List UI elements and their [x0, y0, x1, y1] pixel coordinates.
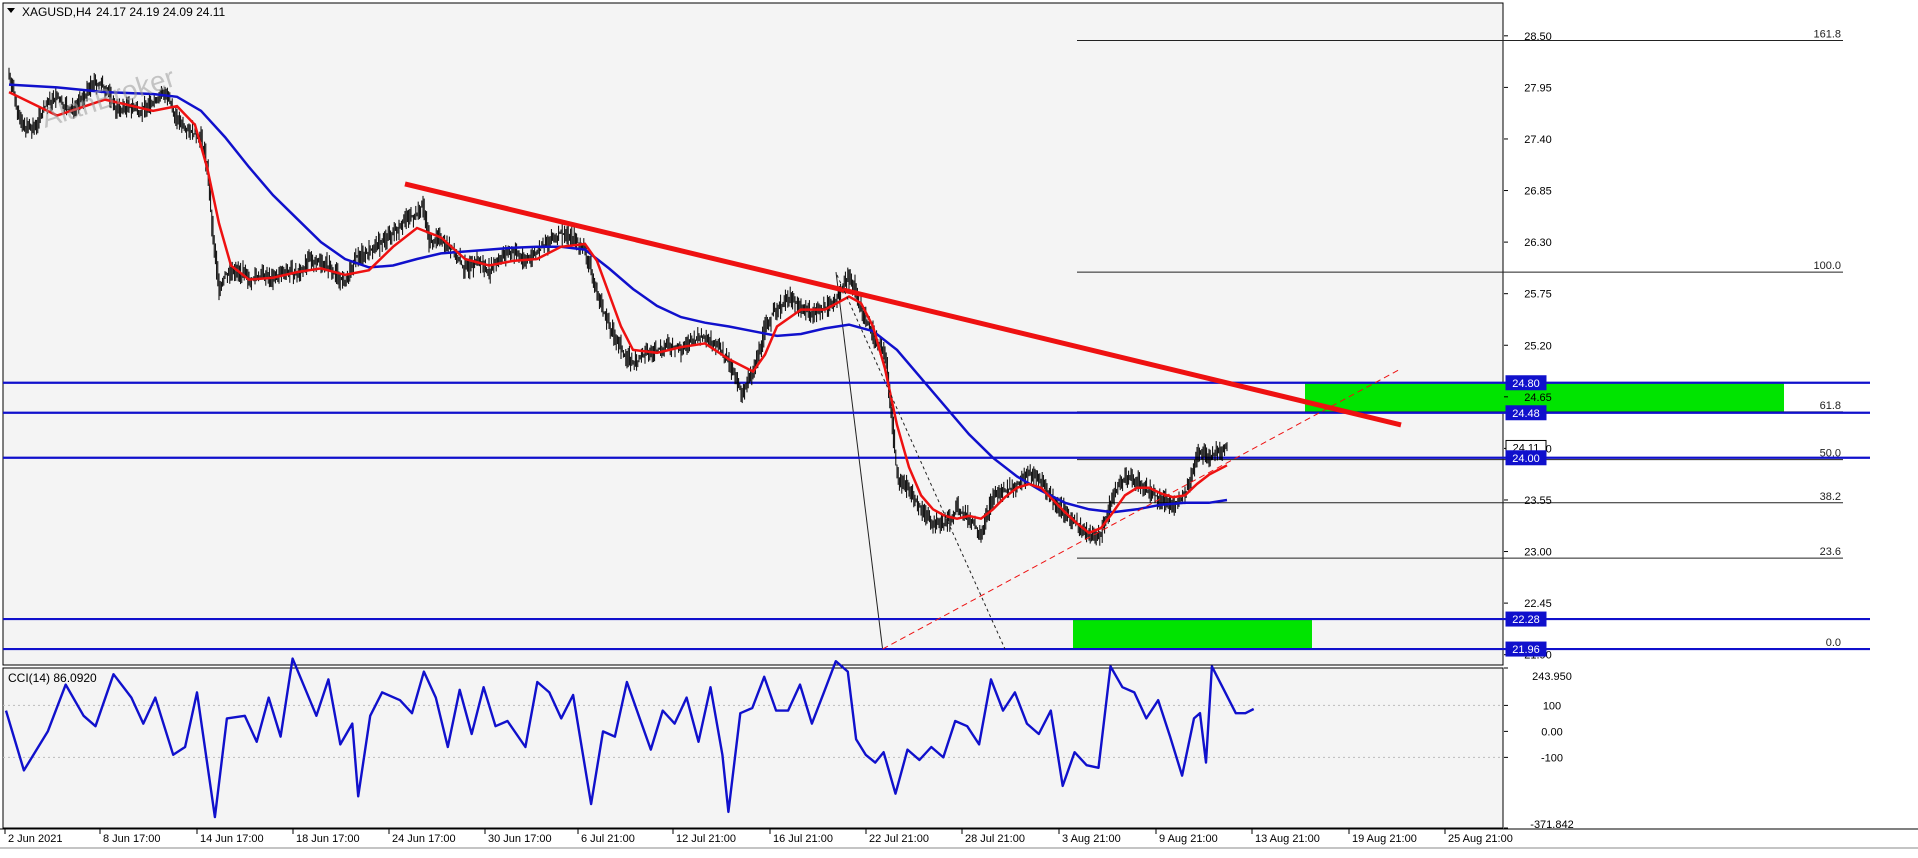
cci-axis-label: 100: [1543, 700, 1561, 712]
symbol-label: XAGUSD,H4: [22, 5, 92, 19]
fibonacci-level-label: 61.8: [1820, 400, 1841, 412]
fibonacci-level-label: 50.0: [1820, 448, 1841, 460]
fibonacci-anchor-line: [835, 272, 884, 650]
time-axis-label: 16 Jul 21:00: [773, 833, 833, 845]
cci-panel[interactable]: CCI(14) 86.0920: [2, 657, 1504, 829]
price-tag: 21.96: [1505, 641, 1547, 657]
price-tag-label: 24.00: [1512, 453, 1540, 465]
cci-axis-label: -371.842: [1530, 819, 1573, 831]
time-axis-label: 24 Jun 17:00: [392, 833, 456, 845]
time-axis-label: 28 Jul 21:00: [965, 833, 1025, 845]
price-tag: 22.28: [1505, 611, 1547, 627]
price-tag-label: 24.48: [1512, 408, 1540, 420]
time-axis-label: 12 Jul 21:00: [676, 833, 736, 845]
price-tag-label: 24.80: [1512, 378, 1540, 390]
price-axis-label: 24.65: [1524, 392, 1552, 404]
price-tag-label: 22.28: [1512, 614, 1540, 626]
price-tag: 24.48: [1505, 405, 1547, 421]
price-tag: 24.80: [1505, 375, 1547, 391]
cci-axis-label: 0.00: [1541, 726, 1562, 738]
cci-axis[interactable]: 243.950 100 0.00 -100 -371.842: [1504, 667, 1574, 831]
moving-averages-layer: [8, 83, 1228, 535]
support-trendline: [882, 368, 1402, 650]
time-axis-label: 22 Jul 21:00: [869, 833, 929, 845]
price-axis-label: 22.45: [1524, 598, 1552, 610]
resistance-trendline: [404, 181, 1402, 428]
cci-line: [4, 657, 1255, 819]
time-axis-label: 14 Jun 17:00: [200, 833, 264, 845]
price-axis-label: 26.30: [1524, 237, 1552, 249]
price-axis-label: 23.00: [1524, 547, 1552, 559]
price-axis-label: 27.95: [1524, 82, 1552, 94]
time-axis-label: 19 Aug 21:00: [1352, 833, 1417, 845]
time-axis-label: 6 Jul 21:00: [581, 833, 635, 845]
price-panel-background: [2, 2, 1504, 666]
fibonacci-level-label: 0.0: [1826, 637, 1841, 649]
fibonacci-level-label: 23.6: [1820, 546, 1841, 558]
price-tag-box: [1505, 611, 1547, 627]
fast-moving-average-line: [8, 90, 1228, 535]
price-axis-label: 25.20: [1524, 340, 1552, 352]
time-axis-label: 13 Aug 21:00: [1255, 833, 1320, 845]
price-tag-box: [1505, 641, 1547, 657]
price-axis-label: 25.75: [1524, 289, 1552, 301]
price-tag: 24.00: [1505, 450, 1547, 466]
fibonacci-level-label: 38.2: [1820, 491, 1841, 503]
cci-label: CCI(14) 86.0920: [8, 671, 97, 685]
horizontal-levels-layer: [3, 381, 1870, 651]
cci-panel-background: [2, 667, 1504, 829]
price-tag-box: [1505, 450, 1547, 466]
time-axis-label: 2 Jun 2021: [8, 833, 62, 845]
slow-moving-average-line: [8, 83, 1228, 514]
price-axis[interactable]: 28.50 27.95 27.40 26.85 26.30 25.75 25.20 24.65…: [1504, 31, 1552, 662]
projection-trendline: [836, 274, 1006, 650]
time-axis[interactable]: 2 Jun 2021 8 Jun 17:00 14 Jun 17:00 18 Jun …: [0, 828, 1918, 849]
price-tag-box: [1505, 375, 1547, 391]
trendlines-layer: [404, 181, 1402, 650]
ohlc-label: 24.17 24.19 24.09 24.11: [96, 5, 226, 19]
time-axis-label: 3 Aug 21:00: [1062, 833, 1121, 845]
price-tag-label: 21.96: [1512, 644, 1540, 656]
cci-axis-label: -100: [1541, 752, 1563, 764]
price-axis-label: 26.85: [1524, 186, 1552, 198]
support-resistance-zone: [1073, 619, 1312, 650]
time-axis-label: 9 Aug 21:00: [1159, 833, 1218, 845]
time-axis-label: 30 Jun 17:00: [488, 833, 552, 845]
chart-menu-arrow-icon[interactable]: [7, 8, 15, 13]
cci-line-layer: [3, 657, 1503, 819]
fibonacci-level-label: 161.8: [1813, 29, 1841, 41]
time-axis-label: 8 Jun 17:00: [103, 833, 161, 845]
price-axis-label: 23.55: [1524, 495, 1552, 507]
price-tag-box: [1505, 405, 1547, 421]
fibonacci-level-label: 100.0: [1813, 260, 1841, 272]
price-axis-label: 28.50: [1524, 31, 1552, 43]
time-axis-label: 18 Jun 17:00: [296, 833, 360, 845]
time-axis-label: 25 Aug 21:00: [1448, 833, 1513, 845]
cci-axis-label: 243.950: [1532, 671, 1572, 683]
price-axis-label: 27.40: [1524, 134, 1552, 146]
